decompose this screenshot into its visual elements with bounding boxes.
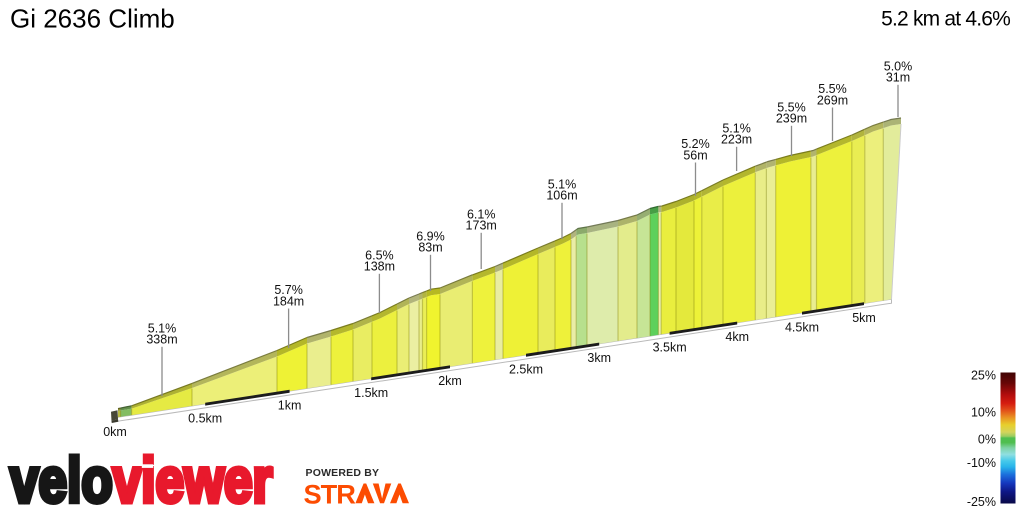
svg-text:6.1%: 6.1% xyxy=(467,207,496,221)
svg-text:6.5%: 6.5% xyxy=(365,248,394,262)
svg-text:2km: 2km xyxy=(438,374,462,388)
svg-text:1.5km: 1.5km xyxy=(354,386,388,400)
svg-text:-25%: -25% xyxy=(967,495,996,509)
svg-text:5.7%: 5.7% xyxy=(274,283,303,297)
svg-text:5.0%: 5.0% xyxy=(884,59,913,73)
svg-text:5.5%: 5.5% xyxy=(777,100,806,114)
svg-text:184m: 184m xyxy=(273,294,304,308)
svg-text:338m: 338m xyxy=(146,333,177,347)
svg-text:5.2 km at 4.6%: 5.2 km at 4.6% xyxy=(881,8,1010,31)
svg-text:3km: 3km xyxy=(587,351,611,365)
svg-text:4.5km: 4.5km xyxy=(785,320,819,334)
svg-text:5.1%: 5.1% xyxy=(722,121,751,135)
svg-text:STR: STR xyxy=(304,478,357,509)
svg-text:239m: 239m xyxy=(776,112,807,126)
svg-text:173m: 173m xyxy=(466,219,497,233)
svg-text:POWERED BY: POWERED BY xyxy=(306,467,380,479)
svg-text:106m: 106m xyxy=(546,189,577,203)
svg-text:5.1%: 5.1% xyxy=(548,177,577,191)
svg-text:56m: 56m xyxy=(683,148,707,162)
svg-text:-10%: -10% xyxy=(967,456,996,470)
svg-text:31m: 31m xyxy=(886,71,910,85)
svg-text:5.1%: 5.1% xyxy=(148,321,177,335)
svg-text:269m: 269m xyxy=(817,93,848,107)
svg-text:1km: 1km xyxy=(278,398,302,412)
svg-text:5.2%: 5.2% xyxy=(681,137,710,151)
svg-text:2.5km: 2.5km xyxy=(509,362,543,376)
svg-text:0.5km: 0.5km xyxy=(188,411,222,425)
svg-text:5km: 5km xyxy=(852,311,876,325)
svg-text:25%: 25% xyxy=(971,369,996,383)
svg-text:223m: 223m xyxy=(721,133,752,147)
svg-text:veloviewer: veloviewer xyxy=(10,446,273,512)
svg-text:5.5%: 5.5% xyxy=(818,82,847,96)
svg-text:0%: 0% xyxy=(978,432,996,446)
svg-text:83m: 83m xyxy=(418,241,442,255)
svg-text:0km: 0km xyxy=(103,425,127,439)
svg-text:10%: 10% xyxy=(971,406,996,420)
svg-text:Gi 2636 Climb: Gi 2636 Climb xyxy=(10,4,175,34)
svg-text:138m: 138m xyxy=(364,260,395,274)
svg-text:6.9%: 6.9% xyxy=(416,229,445,243)
svg-text:4km: 4km xyxy=(725,330,749,344)
svg-text:3.5km: 3.5km xyxy=(653,341,687,355)
